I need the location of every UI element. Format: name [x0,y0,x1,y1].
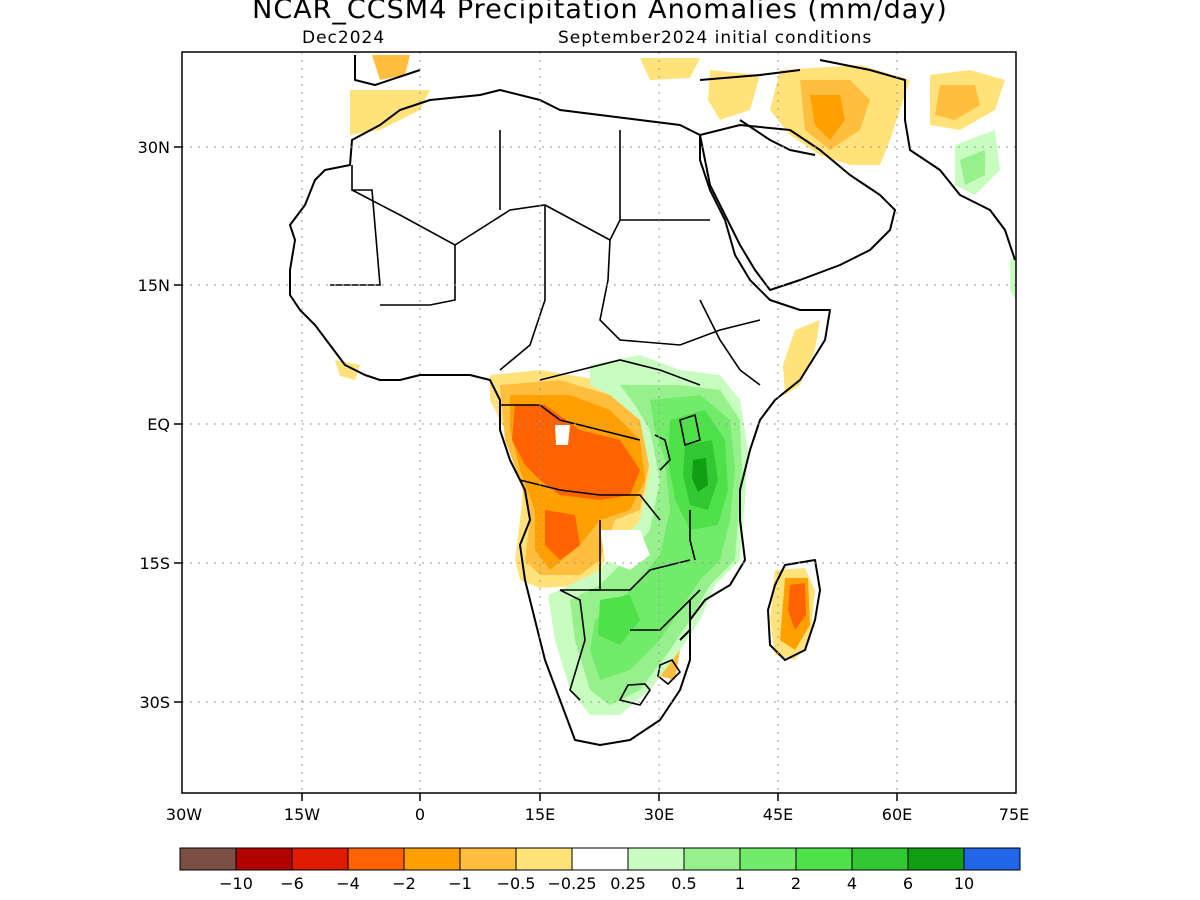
map-frame [181,51,1017,794]
coastline-layer [289,55,1016,746]
x-tick-label: 15W [284,805,320,824]
x-tick-label: 30W [166,805,202,824]
y-tick-label: 15N [138,276,170,295]
x-axis [301,793,898,801]
legend-swatch [515,847,573,871]
legend-label: 1 [735,874,745,893]
legend-label: −4 [336,874,360,893]
legend-label: 0.5 [671,874,696,893]
legend-label: −0.25 [547,874,596,893]
legend-label: 10 [954,874,974,893]
legend-label: −10 [219,874,253,893]
border-layer [330,130,761,706]
y-tick-label: 30N [138,138,170,157]
legend-swatch [179,847,237,871]
legend-swatch [851,847,909,871]
legend-swatch [795,847,853,871]
x-tick-label: 30E [644,805,674,824]
legend-label: 2 [791,874,801,893]
legend-swatch [235,847,293,871]
legend-label: −0.5 [497,874,536,893]
legend-label: −2 [392,874,416,893]
x-tick-label: 15E [525,805,555,824]
y-axis [174,146,182,703]
legend-label: −1 [448,874,472,893]
x-tick-label: 45E [763,805,793,824]
legend-swatch [291,847,349,871]
legend-swatch [627,847,685,871]
x-tick-label: 60E [882,805,912,824]
legend-swatch [683,847,741,871]
legend-swatch [963,847,1021,871]
legend-swatch [571,847,629,871]
forecast-month: Dec2024 [302,28,386,48]
x-tick-label: 75E [999,805,1029,824]
y-tick-label: 30S [139,693,170,712]
gridlines [182,52,1016,793]
legend-label: 6 [903,874,913,893]
legend-swatch [347,847,405,871]
legend-label: −6 [280,874,304,893]
legend-label: 0.25 [610,874,646,893]
legend-swatch [403,847,461,871]
y-tick-label: EQ [147,415,170,434]
map-title: NCAR_CCSM4 Precipitation Anomalies (mm/d… [252,0,948,25]
legend-swatch [739,847,797,871]
anomaly-field-layer [335,55,1016,715]
legend-label: 4 [847,874,857,893]
legend-swatch [907,847,965,871]
y-tick-label: 15S [139,554,170,573]
initial-conditions: September2024 initial conditions [558,28,873,48]
legend-swatch [459,847,517,871]
x-tick-label: 0 [415,805,425,824]
